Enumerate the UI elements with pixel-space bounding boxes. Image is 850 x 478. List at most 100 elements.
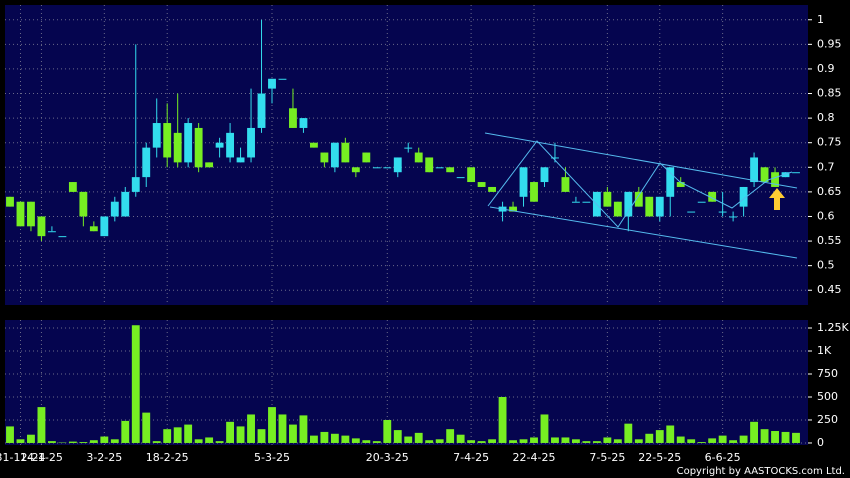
candle-body	[488, 186, 497, 192]
volume-bar	[666, 425, 675, 443]
volume-bar	[697, 442, 706, 443]
candle-body	[330, 142, 339, 168]
volume-bar	[477, 441, 486, 443]
y-tick-label: 1	[817, 13, 824, 26]
candle-body	[425, 157, 434, 173]
candle-body	[89, 226, 98, 232]
y-tick-label: 0.9	[817, 62, 835, 75]
volume-bar	[729, 440, 738, 443]
volume-bar	[446, 429, 455, 443]
volume-bar	[236, 426, 245, 443]
volume-bar	[299, 415, 308, 443]
candle-body	[687, 211, 696, 213]
candle-body	[16, 201, 25, 227]
volume-bar	[79, 442, 88, 443]
candle-body	[47, 231, 56, 233]
candle-body	[37, 216, 46, 237]
volume-bar	[68, 441, 77, 443]
candle-body	[624, 191, 633, 217]
y-tick-label: 0.5	[817, 259, 835, 272]
volume-bar	[6, 426, 14, 443]
candle-body	[289, 108, 297, 128]
upper-trend-line	[484, 132, 798, 189]
volume-bar	[320, 431, 329, 443]
volume-bar	[425, 440, 434, 443]
volume-bar	[47, 441, 56, 443]
candle-body	[383, 167, 392, 169]
volume-bar	[792, 432, 800, 443]
volume-bar	[268, 407, 276, 443]
volume-bar	[404, 436, 413, 443]
candle-body	[760, 167, 769, 183]
y-tick-label: 0.8	[817, 111, 835, 124]
candle-body	[320, 152, 329, 163]
candle-body	[414, 152, 423, 163]
volume-bar	[414, 432, 423, 443]
candle-body	[184, 123, 193, 163]
candle-body	[634, 191, 643, 207]
volume-bar	[456, 434, 465, 443]
candle-body	[739, 186, 748, 207]
candle-body	[530, 182, 538, 202]
arrow-icon	[769, 188, 785, 210]
candle-body	[676, 182, 685, 187]
volume-bar	[215, 441, 224, 443]
candle-body	[666, 167, 675, 197]
volume-bar	[582, 441, 591, 443]
candle-body	[393, 157, 402, 173]
candle-body	[226, 132, 235, 158]
volume-bar	[226, 421, 235, 443]
copyright: Copyright by AASTOCKS.com Ltd.	[677, 466, 845, 477]
candle-body	[645, 196, 654, 217]
candle-body	[456, 177, 465, 179]
x-tick-label: 18-2-25	[146, 451, 189, 464]
candle-body	[519, 167, 528, 197]
volume-bar	[110, 439, 119, 443]
candle-body	[697, 201, 706, 203]
candle-body	[435, 167, 444, 169]
volume-bar	[771, 431, 779, 443]
candle-body	[561, 177, 570, 192]
candle-body	[173, 132, 182, 163]
x-tick-label: 5-3-25	[254, 451, 290, 464]
candle-body	[27, 201, 35, 227]
volume-bar	[257, 429, 266, 443]
candle-body	[121, 191, 130, 217]
volume-bar	[341, 435, 350, 443]
x-tick-label: 7-4-25	[453, 451, 489, 464]
trend-channel	[484, 132, 798, 259]
candle-body	[718, 211, 727, 213]
candle-body	[551, 157, 559, 159]
candle-body	[142, 147, 151, 178]
volume-bar	[121, 420, 130, 443]
candle-body	[603, 191, 612, 207]
volume-bar	[561, 437, 570, 443]
y-tick-label: 0.6	[817, 209, 835, 222]
candle-body	[236, 157, 245, 163]
volume-bar	[27, 434, 35, 443]
volume-bar	[718, 435, 727, 443]
volume-bar	[89, 440, 98, 443]
volume-bar	[509, 440, 517, 443]
candle-body	[446, 167, 455, 173]
candle-body	[309, 142, 318, 148]
x-tick-label: 22-4-25	[513, 451, 556, 464]
volume-bar	[655, 430, 664, 443]
volume-bar	[142, 412, 151, 443]
y-tick-label: 0.65	[817, 185, 842, 198]
candle-body	[792, 172, 800, 174]
volume-bar	[530, 437, 538, 443]
volume-bar	[687, 439, 696, 443]
candle-body	[100, 216, 109, 237]
candle-body	[404, 147, 413, 149]
volume-bar	[362, 440, 371, 443]
volume-bar	[645, 433, 654, 443]
volume-bar	[163, 429, 172, 443]
candle-body	[299, 118, 308, 128]
volume-bar	[330, 433, 339, 443]
volume-bar	[247, 414, 255, 443]
candle-body	[194, 127, 203, 168]
volume-bar	[603, 437, 612, 443]
candle-body	[215, 142, 224, 148]
